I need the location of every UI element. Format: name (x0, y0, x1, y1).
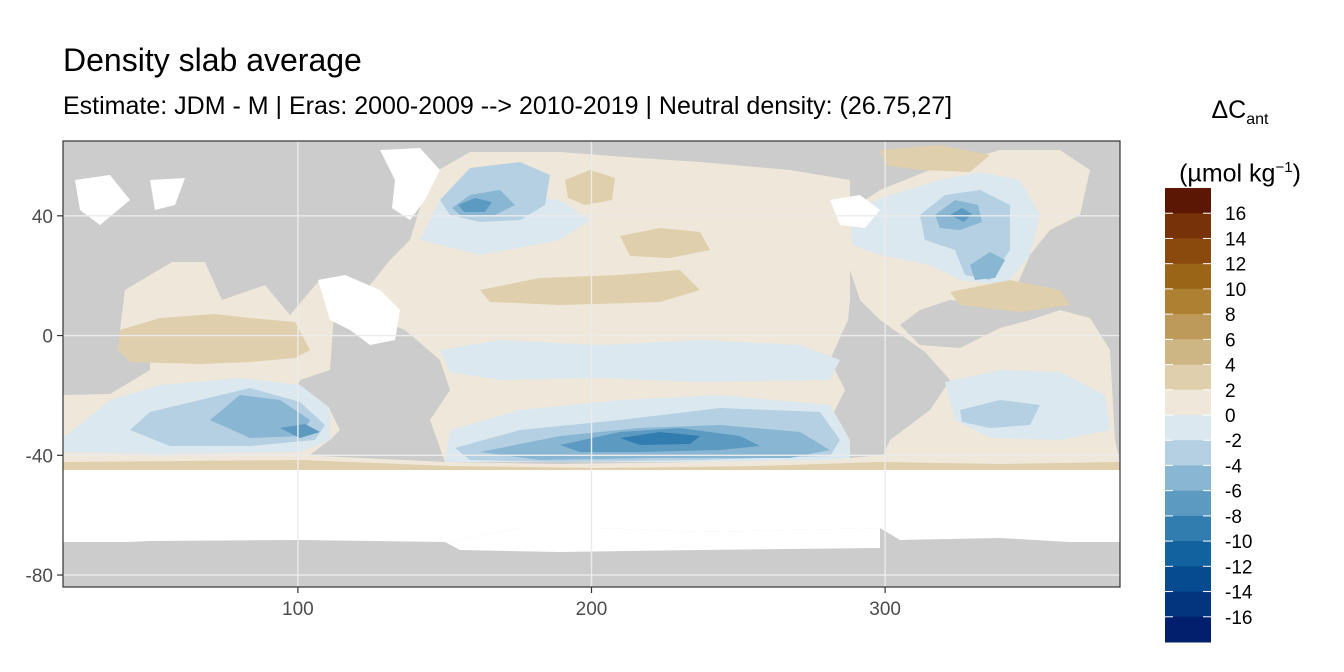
arctic-no-data-a (380, 148, 440, 220)
tropical-atlantic-warm (950, 280, 1070, 312)
legend-title-subscript: ant (1246, 111, 1269, 128)
southern-ocean-warm-edge (63, 460, 1120, 472)
legend-tick-label: -10 (1225, 532, 1252, 553)
legend-color-step (1165, 415, 1211, 441)
central-pacific-warm (480, 270, 700, 305)
gridlines (63, 141, 1120, 587)
legend-color-step (1165, 213, 1211, 239)
x-tick-label: 300 (869, 599, 901, 620)
chart-title: Density slab average (63, 42, 362, 78)
legend-tick-label: 2 (1225, 381, 1236, 402)
legend-tick-label: 16 (1225, 204, 1246, 225)
legend-unit-prefix: (µmol kg (1179, 159, 1276, 188)
y-tick-label: -40 (26, 446, 53, 467)
legend-tick-label: 4 (1225, 356, 1236, 377)
y-tick-label: -80 (26, 566, 53, 587)
legend-color-step (1165, 440, 1211, 466)
legend-tick-label: 14 (1225, 229, 1247, 250)
legend-tick-label: -2 (1225, 431, 1242, 452)
north-atlantic-spot (950, 208, 972, 222)
arctic-no-data-c (150, 178, 185, 210)
labrador-no-data (830, 195, 880, 228)
legend-color-step (1165, 616, 1211, 643)
north-pacific-core (458, 198, 492, 212)
legend-tick-label: 0 (1225, 406, 1236, 427)
legend-tick-label: -12 (1225, 557, 1252, 578)
legend-color-step (1165, 288, 1211, 315)
legend-tick-label: -4 (1225, 456, 1242, 477)
legend-color-step (1165, 263, 1211, 290)
legend-color-step (1165, 188, 1211, 214)
legend-title-symbol-line: ΔCant (1160, 86, 1320, 144)
legend-unit-superscript: −1 (1275, 159, 1293, 176)
north-atlantic-warm (880, 145, 990, 172)
legend-tick-label: -16 (1225, 608, 1252, 629)
legend-title-unit-line: (µmol kg−1) (1160, 144, 1320, 197)
y-tick-label: 0 (42, 327, 53, 348)
legend-color-step (1165, 364, 1211, 391)
arctic-no-data-b (75, 175, 130, 225)
legend-color-step (1165, 339, 1211, 366)
equatorial-cool (440, 340, 840, 382)
legend-color-step (1165, 566, 1211, 593)
north-pacific-warm (565, 170, 615, 205)
legend-tick-label: -8 (1225, 507, 1242, 528)
legend-tick-label: 6 (1225, 330, 1236, 351)
legend-tick-label: 12 (1225, 255, 1246, 276)
south-indian-max (280, 424, 320, 438)
legend-tick-label: 8 (1225, 305, 1236, 326)
plot-panel (63, 141, 1120, 587)
south-pacific-max (620, 432, 700, 445)
x-axis: 100 200 300 (282, 587, 901, 620)
legend-color-step (1165, 490, 1211, 517)
north-atlantic-east (970, 252, 1005, 280)
legend-unit-suffix: ) (1292, 159, 1301, 188)
legend-color-step (1165, 515, 1211, 542)
indonesia-no-data (318, 275, 400, 345)
x-tick-label: 200 (576, 599, 608, 620)
legend-title-symbol: ΔC (1211, 96, 1247, 124)
legend-color-step (1165, 238, 1211, 265)
legend-tick-label: -14 (1225, 583, 1253, 604)
arabian-sea-region (118, 314, 310, 364)
south-atlantic-deep (960, 400, 1040, 428)
legend-color-step (1165, 314, 1211, 340)
x-tick-label: 100 (282, 599, 314, 620)
legend-title: ΔCant (µmol kg−1) (1160, 86, 1320, 197)
legend: 16 14 12 10 8 6 4 2 0 -2 -4 -6 -8 -10 -12 -14 -16 (1165, 188, 1253, 643)
legend-tick-label: 10 (1225, 280, 1246, 301)
y-tick-label: 40 (32, 207, 53, 228)
legend-tick-label: -6 (1225, 482, 1242, 503)
chart-subtitle: Estimate: JDM - M | Eras: 2000-2009 --> … (63, 92, 953, 120)
legend-color-step (1165, 389, 1211, 416)
antarctic-shelf-white (445, 528, 880, 552)
legend-color-step (1165, 591, 1211, 618)
legend-color-step (1165, 541, 1211, 567)
y-axis: 40 0 -40 -80 (26, 207, 63, 587)
eastern-pacific-warm (620, 228, 710, 258)
legend-color-step (1165, 465, 1211, 492)
